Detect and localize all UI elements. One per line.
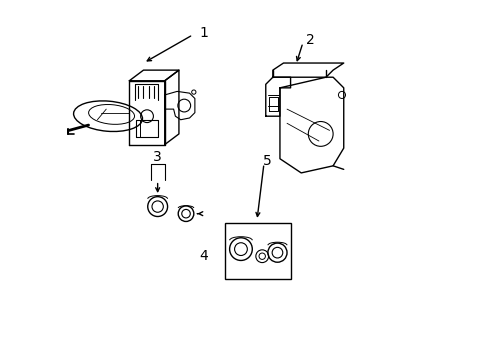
- Text: 2: 2: [305, 33, 314, 47]
- Text: 3: 3: [153, 150, 162, 164]
- Text: 5: 5: [263, 153, 271, 167]
- Text: 4: 4: [199, 249, 208, 263]
- Text: 1: 1: [199, 26, 208, 40]
- Bar: [224, 222, 290, 279]
